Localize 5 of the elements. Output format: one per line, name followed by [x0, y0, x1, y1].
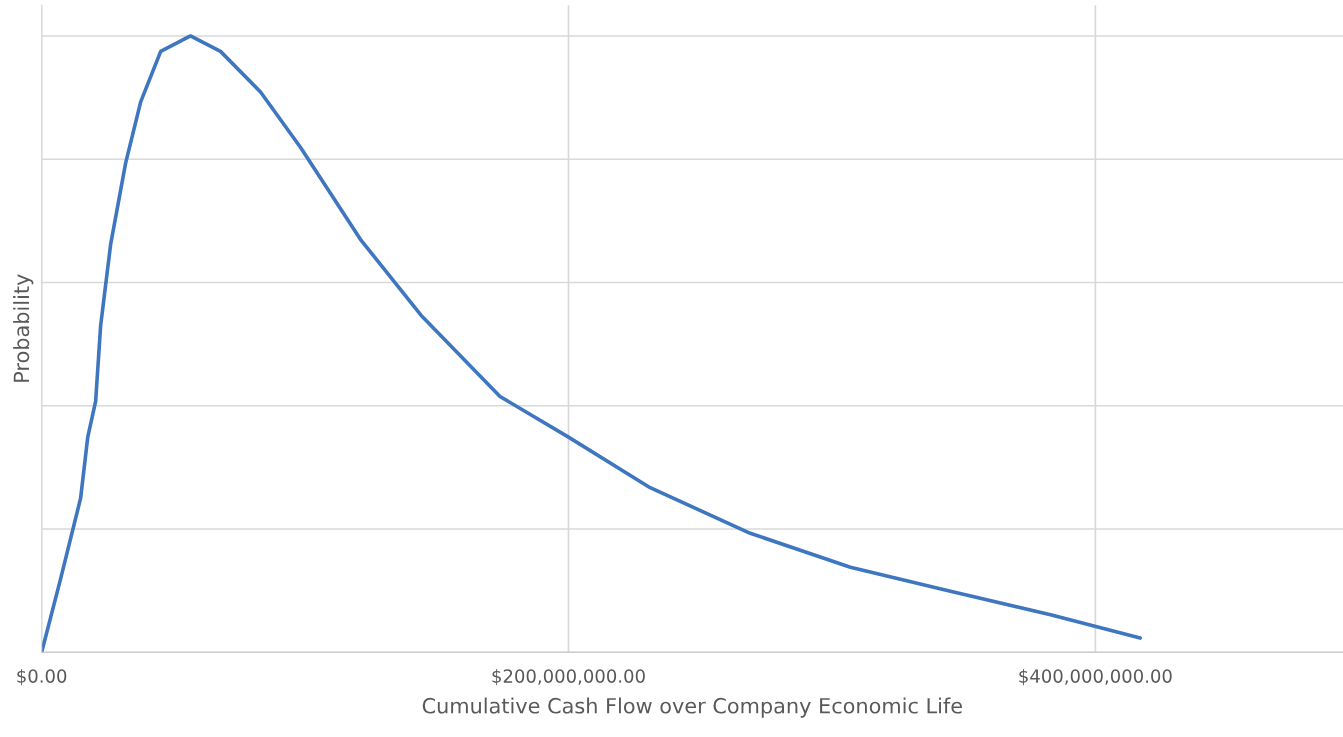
- x-tick-label: $200,000,000.00: [492, 668, 645, 686]
- x-tick-label: $0.00: [17, 668, 67, 686]
- y-axis-title: Probability: [13, 274, 34, 382]
- x-axis-title: Cumulative Cash Flow over Company Economic Life: [422, 697, 962, 718]
- x-tick-label: $400,000,000.00: [1019, 668, 1172, 686]
